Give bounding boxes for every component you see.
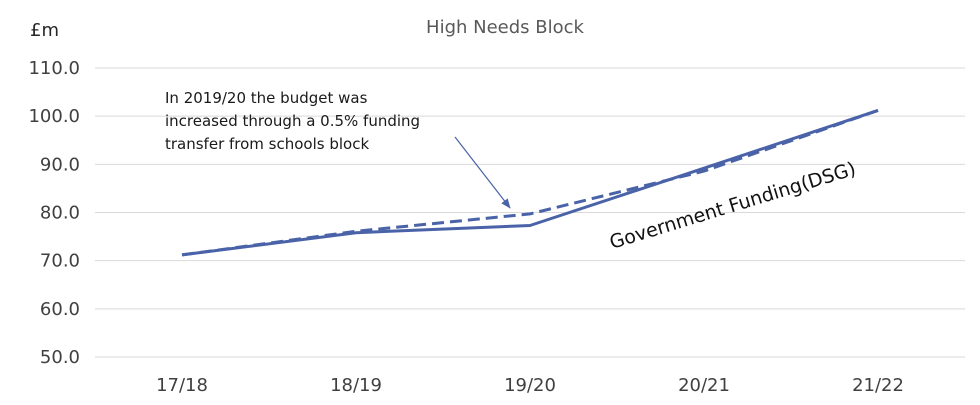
x-tick-label: 18/19 <box>330 375 382 396</box>
annotation: In 2019/20 the budget was increased thro… <box>165 89 511 209</box>
y-tick-label: 80.0 <box>40 203 80 224</box>
x-tick-label: 17/18 <box>156 375 208 396</box>
series-lines <box>181 108 879 257</box>
annotation-line-1: In 2019/20 the budget was <box>165 89 368 107</box>
x-tick-label: 21/22 <box>852 375 904 396</box>
gridlines <box>95 67 965 358</box>
y-axis-ticks: 50.0 60.0 70.0 80.0 90.0 100.0 110.0 <box>28 58 80 368</box>
x-tick-label: 20/21 <box>678 375 730 396</box>
annotation-arrow <box>454 136 511 209</box>
y-tick-label: 70.0 <box>40 251 80 272</box>
series-label-government-funding: Government Funding(DSG) <box>607 158 858 254</box>
annotation-line-2: increased through a 0.5% funding <box>165 112 420 130</box>
annotation-line-3: transfer from schools block <box>165 135 369 153</box>
x-axis-ticks: 17/18 18/19 19/20 20/21 21/22 <box>156 375 904 396</box>
y-tick-label: 50.0 <box>40 347 80 368</box>
y-tick-label: 100.0 <box>28 106 80 127</box>
y-tick-label: 90.0 <box>40 154 80 175</box>
x-tick-label: 19/20 <box>504 375 556 396</box>
y-tick-label: 110.0 <box>28 58 80 79</box>
y-axis-unit-label: £m <box>30 20 59 41</box>
y-tick-label: 60.0 <box>40 299 80 320</box>
chart-title: High Needs Block <box>426 17 584 38</box>
series-line-government-funding <box>181 108 879 257</box>
